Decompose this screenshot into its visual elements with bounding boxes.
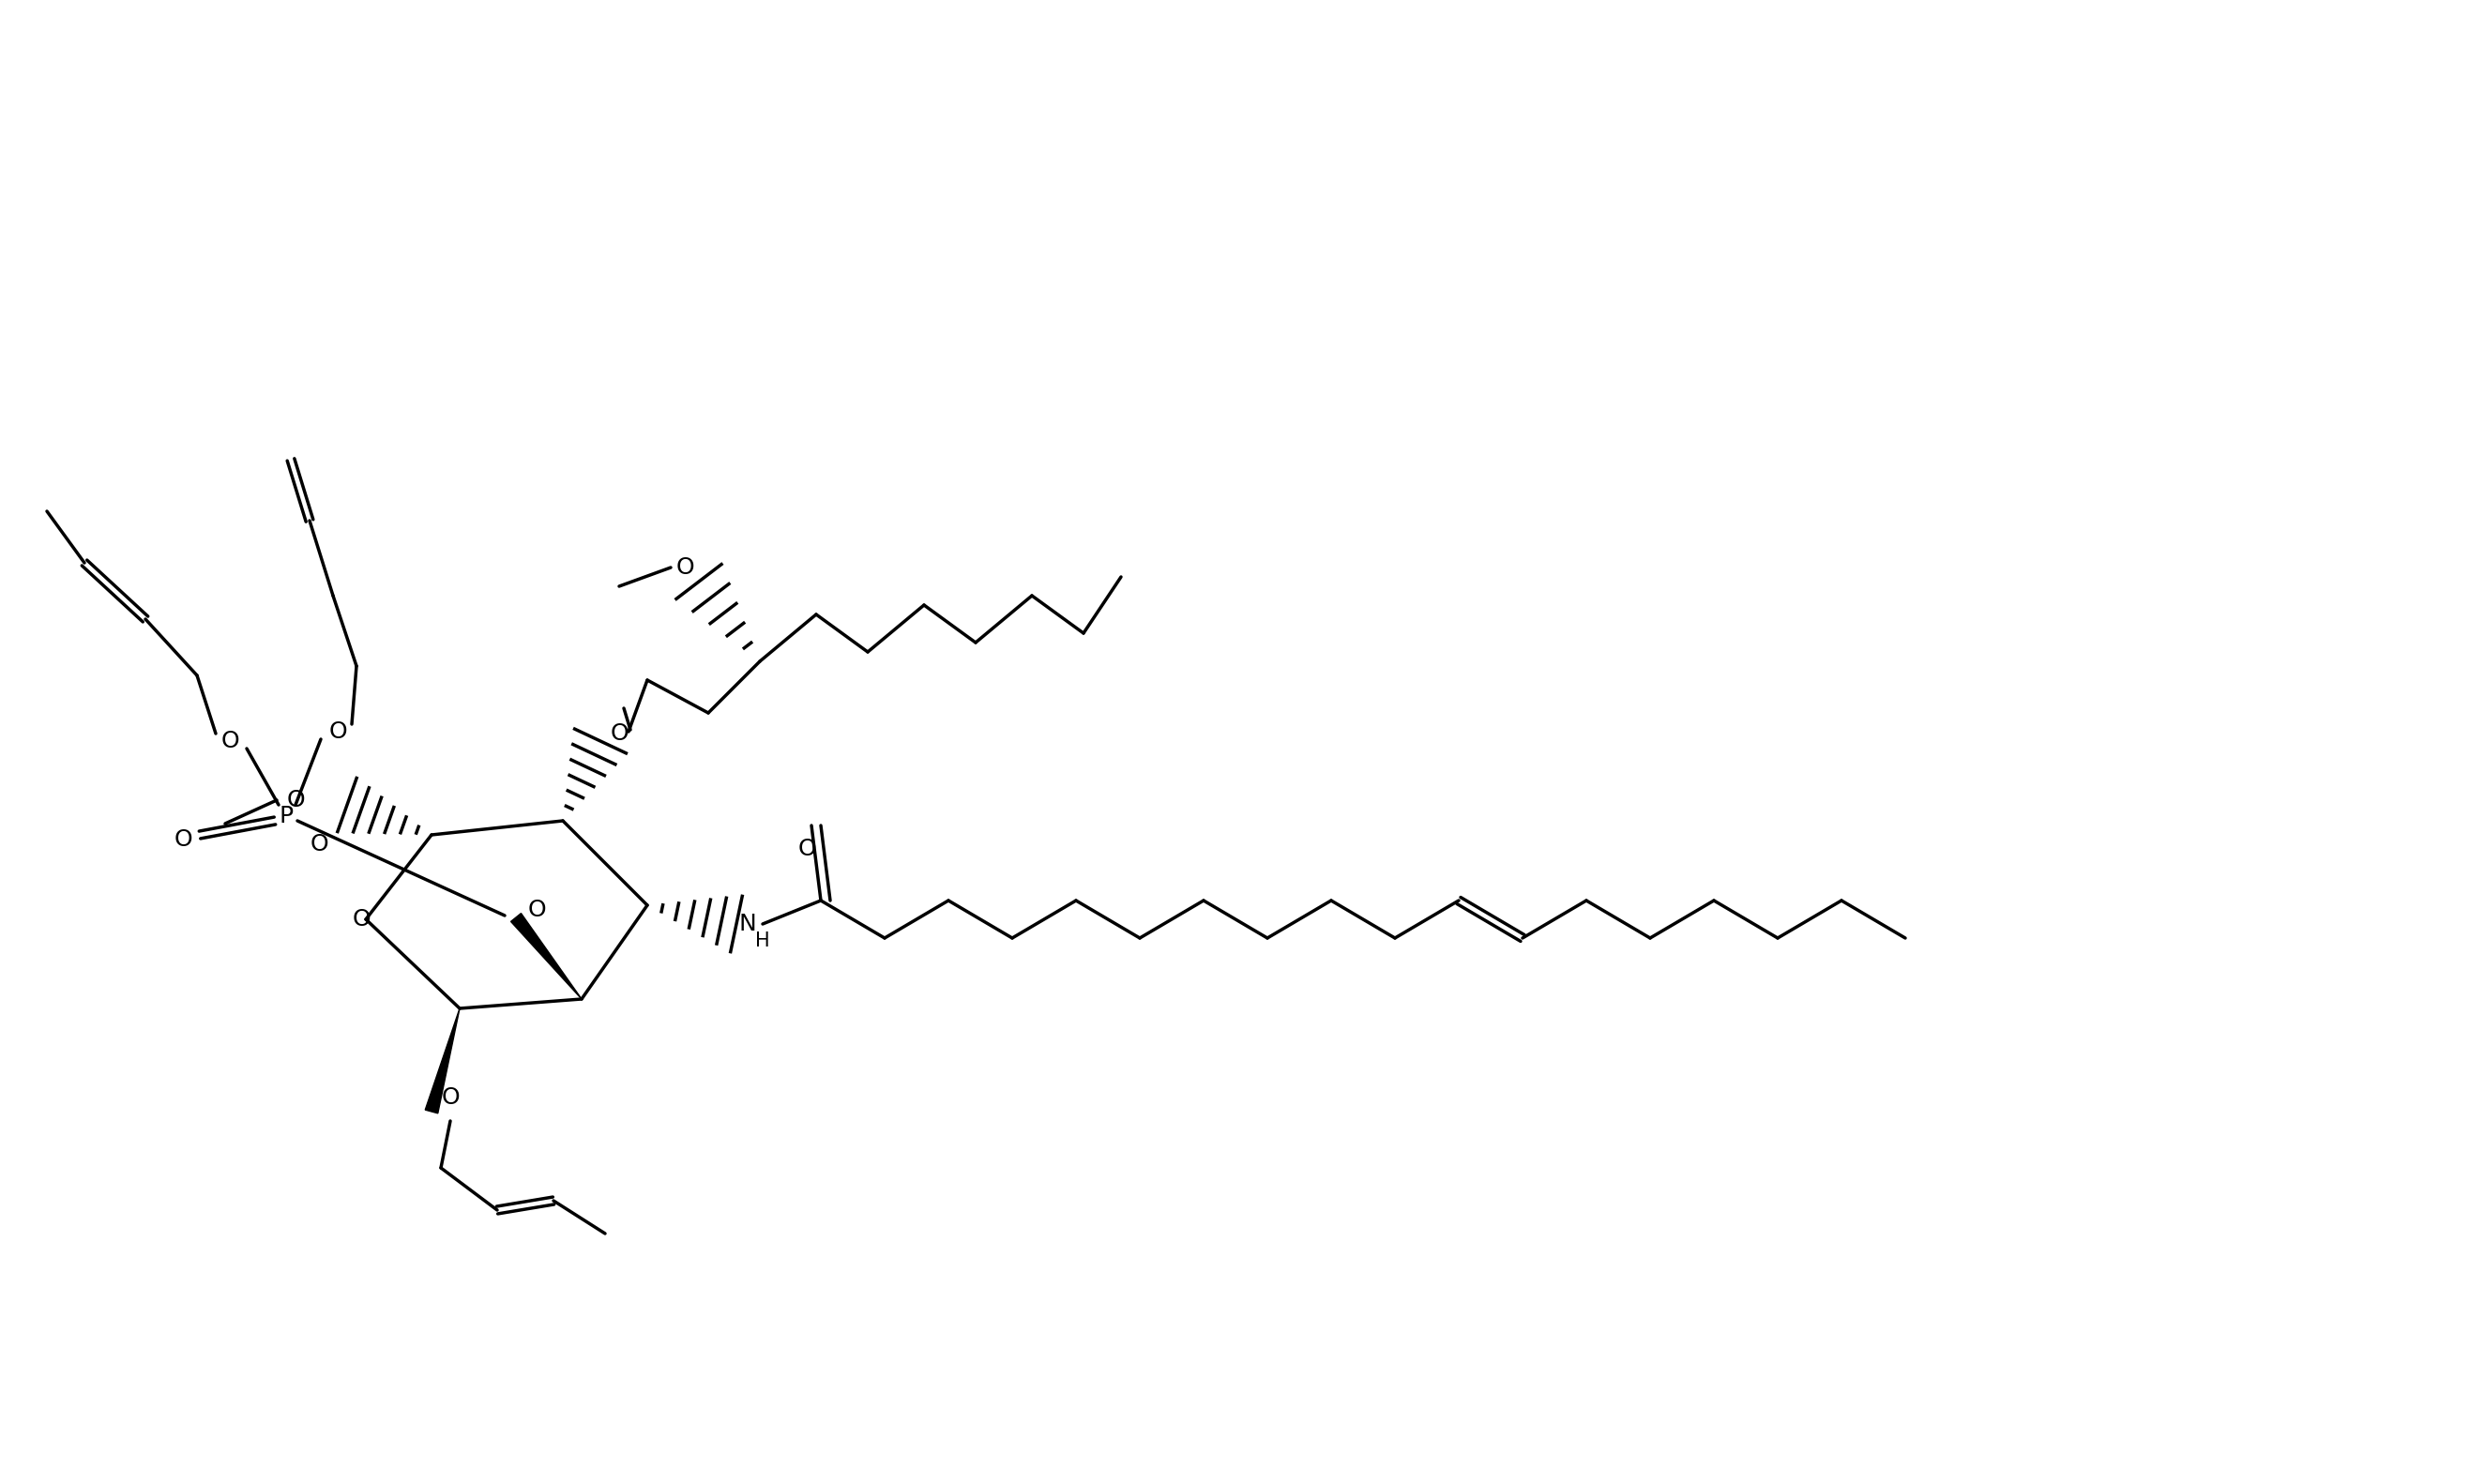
Text: O: O bbox=[309, 833, 329, 855]
Text: O: O bbox=[220, 730, 240, 752]
Text: N: N bbox=[739, 913, 756, 935]
Polygon shape bbox=[425, 1009, 459, 1113]
Text: O: O bbox=[351, 908, 370, 930]
Text: O: O bbox=[287, 789, 304, 812]
Text: O: O bbox=[610, 723, 627, 745]
Text: O: O bbox=[798, 837, 815, 861]
Text: O: O bbox=[329, 720, 346, 743]
Text: O: O bbox=[173, 828, 193, 850]
Text: O: O bbox=[529, 899, 546, 922]
Text: O: O bbox=[442, 1086, 459, 1109]
Text: P: P bbox=[279, 804, 294, 828]
Text: H: H bbox=[756, 932, 771, 950]
Polygon shape bbox=[511, 913, 580, 999]
Text: O: O bbox=[677, 556, 694, 579]
